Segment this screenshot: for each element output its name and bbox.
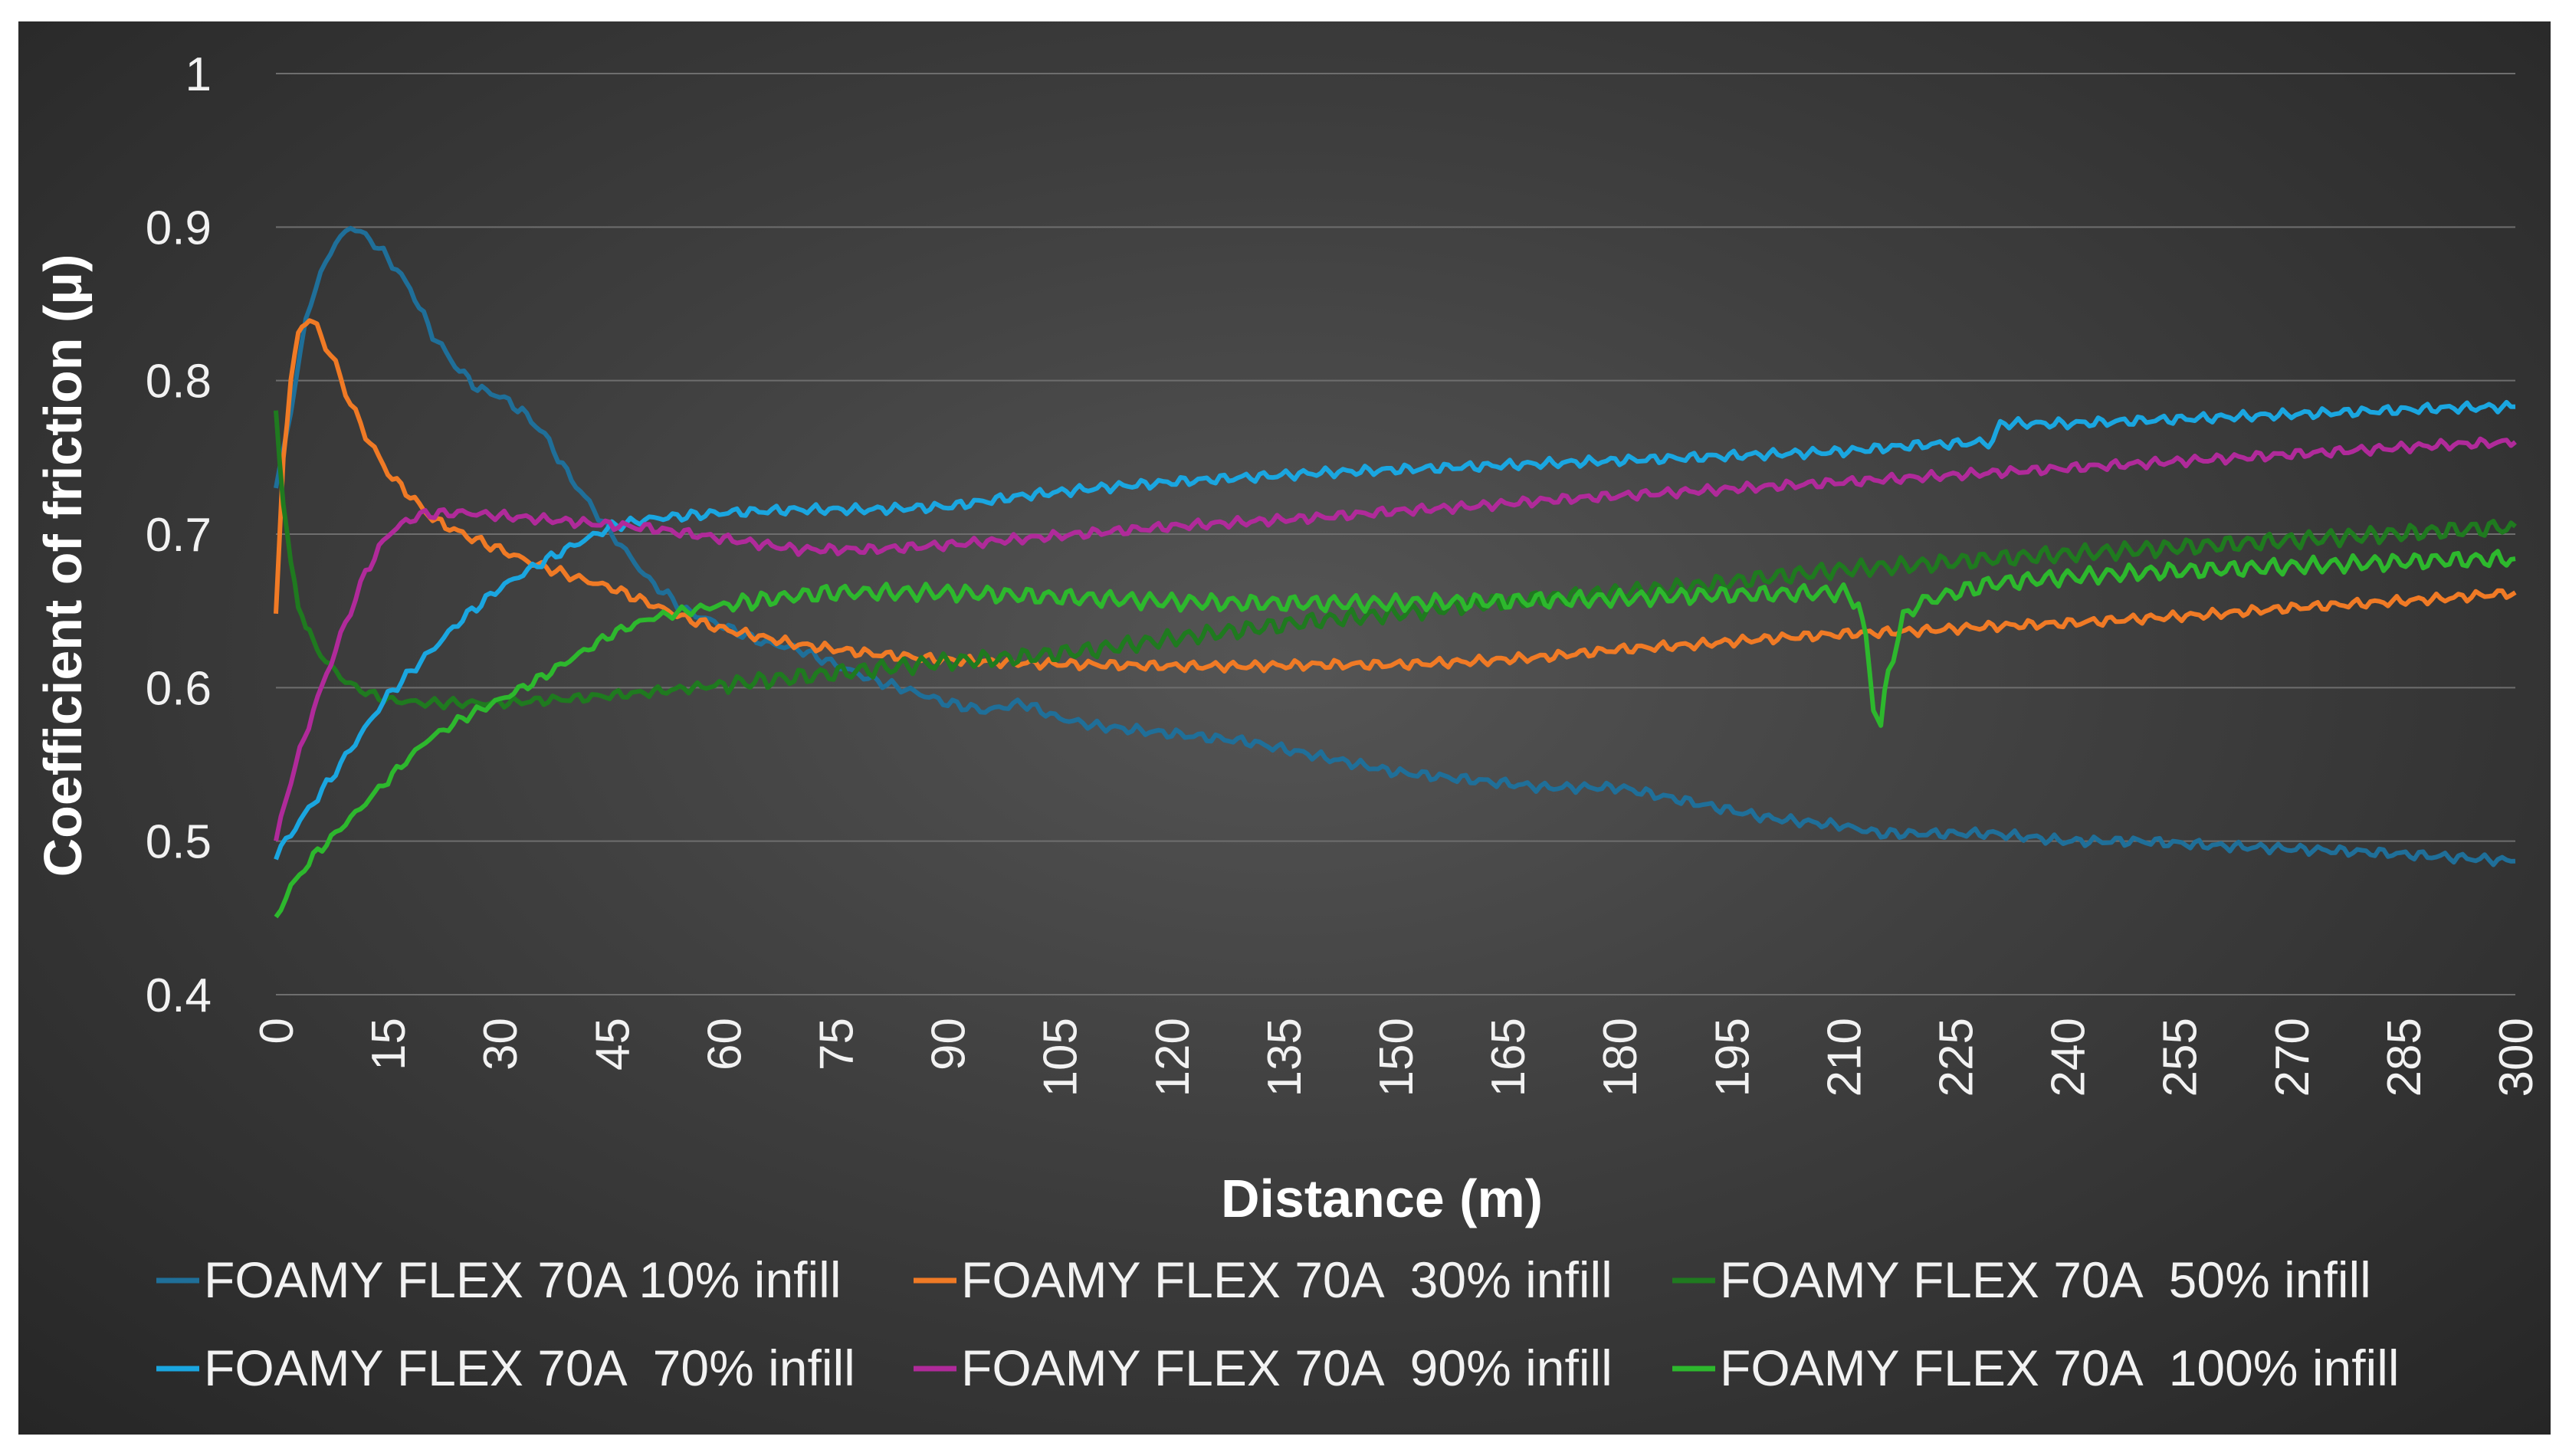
- y-tick-label: 0.9: [146, 202, 212, 254]
- y-tick-label: 0.4: [146, 969, 212, 1022]
- y-tick-label: 1: [185, 48, 212, 101]
- x-tick-label: 270: [2266, 1018, 2319, 1097]
- legend-label: FOAMY FLEX 70A 100% infill: [1720, 1340, 2400, 1396]
- y-axis-ticks: 0.4 0.5 0.6 0.7 0.8 0.9 1: [146, 48, 212, 1022]
- x-tick-label: 210: [1818, 1018, 1871, 1097]
- legend: FOAMY FLEX 70A 10% infill FOAMY FLEX 70A …: [156, 1251, 2400, 1396]
- legend-label: FOAMY FLEX 70A 90% infill: [961, 1340, 1613, 1396]
- x-tick-label: 150: [1370, 1018, 1423, 1097]
- x-tick-label: 15: [363, 1018, 415, 1071]
- series-line-3: [274, 410, 2517, 711]
- x-tick-label: 195: [1706, 1018, 1759, 1097]
- friction-line-chart: 0.4 0.5 0.6 0.7 0.8 0.9 1 0 15 30 45 60 75 90 105 120 1…: [33, 48, 2543, 1396]
- y-tick-label: 0.8: [146, 356, 212, 408]
- x-tick-label: 300: [2490, 1018, 2543, 1097]
- x-tick-label: 135: [1258, 1018, 1311, 1097]
- x-tick-label: 180: [1594, 1018, 1647, 1097]
- y-tick-label: 0.7: [146, 509, 212, 562]
- legend-label: FOAMY FLEX 70A 30% infill: [961, 1251, 1613, 1308]
- y-tick-label: 0.6: [146, 662, 212, 715]
- x-tick-label: 75: [811, 1018, 864, 1071]
- x-tick-label: 285: [2378, 1018, 2431, 1097]
- x-tick-label: 240: [2042, 1018, 2095, 1097]
- x-tick-label: 165: [1482, 1018, 1535, 1097]
- series-lines: [274, 225, 2517, 919]
- x-axis-ticks: 0 15 30 45 60 75 90 105 120 135 150 165 180 195 210 225…: [251, 1018, 2543, 1097]
- x-tick-label: 45: [586, 1018, 639, 1071]
- legend-label: FOAMY FLEX 70A 50% infill: [1720, 1251, 2371, 1308]
- x-tick-label: 255: [2154, 1018, 2207, 1097]
- x-tick-label: 30: [474, 1018, 527, 1071]
- y-axis-title: Coefficient of friction (μ): [33, 254, 93, 877]
- x-axis-title: Distance (m): [1221, 1169, 1543, 1228]
- y-tick-label: 0.5: [146, 816, 212, 869]
- x-tick-label: 0: [251, 1018, 303, 1044]
- series-line-6: [274, 549, 2516, 919]
- chart-background: 0.4 0.5 0.6 0.7 0.8 0.9 1 0 15 30 45 60 75 90 105 120 1…: [18, 21, 2551, 1435]
- gridlines: [276, 73, 2515, 995]
- legend-label: FOAMY FLEX 70A 70% infill: [204, 1340, 855, 1396]
- series-line-2: [274, 318, 2517, 674]
- series-line-5: [274, 436, 2517, 841]
- series-line-1: [274, 225, 2516, 867]
- series-line-4: [274, 399, 2516, 861]
- x-tick-label: 60: [698, 1018, 751, 1071]
- legend-label: FOAMY FLEX 70A 10% infill: [204, 1251, 841, 1308]
- x-tick-label: 225: [1931, 1018, 1983, 1097]
- x-tick-label: 90: [923, 1018, 976, 1071]
- x-tick-label: 120: [1147, 1018, 1199, 1097]
- x-tick-label: 105: [1035, 1018, 1088, 1097]
